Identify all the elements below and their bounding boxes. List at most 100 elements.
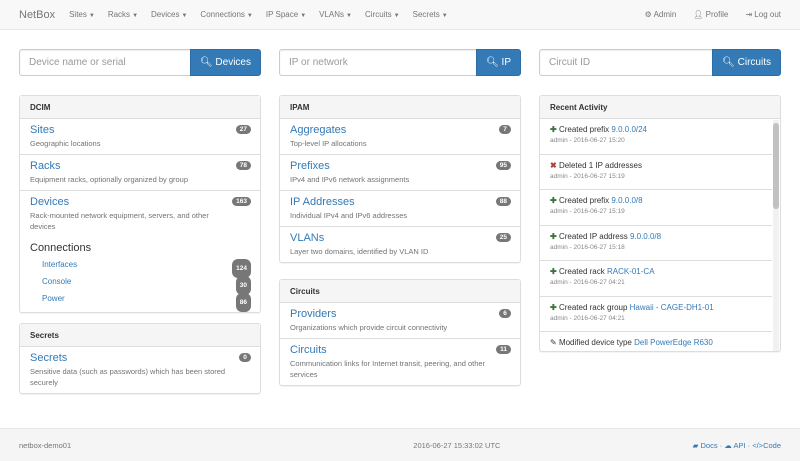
count-badge: 6: [499, 309, 511, 318]
ip-addresses-link[interactable]: IP Addresses: [290, 196, 355, 208]
recent-activity-panel: Recent Activity ✚ Created prefix 9.0.0.0…: [539, 95, 781, 352]
api-link[interactable]: ☁ API: [724, 441, 745, 450]
dcim-panel: DCIM Sites Geographic locations 27 Racks Equ…: [19, 95, 261, 313]
count-badge: 30: [235, 276, 251, 295]
console-link[interactable]: Console 30: [42, 273, 251, 295]
item-description: Individual IPv4 and IPv6 addresses: [290, 211, 408, 220]
secrets-link[interactable]: Secrets: [30, 352, 68, 364]
count-badge: 78: [235, 161, 251, 170]
circuits-panel: Circuits Providers Organizations which pr…: [279, 279, 521, 386]
docs-label: Docs: [700, 440, 718, 450]
menu-label: Devices: [151, 10, 180, 19]
prefixes-link[interactable]: Prefixes: [290, 160, 330, 172]
code-label: Code: [763, 440, 781, 450]
device-search-button[interactable]: 🔍︎ Devices: [189, 49, 261, 76]
circuit-search-input[interactable]: [539, 49, 713, 76]
activity-link[interactable]: RACK-01-CA: [606, 267, 655, 276]
activity-link[interactable]: 9.0.0.0/8: [611, 196, 643, 205]
providers-link[interactable]: Providers: [290, 308, 337, 320]
list-item-devices: Devices Rack-mounted network equipment, s…: [20, 191, 260, 237]
aggregates-link[interactable]: Aggregates: [290, 124, 347, 136]
item-description: Sensitive data (such as passwords) which…: [30, 367, 226, 387]
panel-heading: Circuits: [280, 280, 520, 303]
activity-item: ✎ Modified device type Dell PowerEdge R6…: [540, 332, 772, 351]
activity-text: Created rack group: [558, 302, 628, 312]
code-link[interactable]: </>Code: [752, 441, 781, 450]
scrollbar[interactable]: [773, 120, 779, 351]
search-icon: 🔍︎: [722, 57, 735, 68]
activity-link[interactable]: 9.0.0.0/8: [629, 231, 662, 241]
profile-link[interactable]: 👤︎ Profile: [693, 10, 728, 19]
device-search-input[interactable]: [19, 49, 190, 76]
caret-down-icon: ▼: [246, 13, 253, 19]
plus-icon: ✚: [550, 302, 557, 312]
menu-label: Racks: [107, 10, 131, 19]
activity-link[interactable]: Hawaii - CAGE-DH1-01: [629, 302, 714, 312]
sub-label: Power: [42, 294, 65, 303]
devices-link[interactable]: Devices: [30, 196, 70, 208]
circuits-link[interactable]: Circuits: [290, 344, 327, 356]
sites-link[interactable]: Sites: [30, 124, 55, 136]
admin-link[interactable]: ⚙ Admin: [645, 10, 677, 19]
nav-menu-ip-space[interactable]: IP Space ▼: [266, 10, 306, 19]
menu-label: Circuits: [365, 10, 392, 19]
racks-link[interactable]: Racks: [30, 160, 61, 172]
logout-icon: ⇥: [745, 10, 753, 19]
activity-meta: admin - 2016-06-27 04:21: [550, 279, 625, 286]
ip-search-button[interactable]: 🔍︎ IP: [476, 49, 521, 76]
button-label: IP: [501, 57, 511, 68]
nav-menu-connections[interactable]: Connections ▼: [200, 10, 252, 19]
power-link[interactable]: Power 86: [42, 290, 251, 312]
activity-link[interactable]: Dell PowerEdge R630: [634, 338, 713, 347]
count-badge: 163: [232, 197, 251, 206]
count-badge: 7: [499, 125, 511, 134]
activity-item: ✚ Created IP address 9.0.0.0/8 admin - 20…: [540, 226, 772, 261]
activity-meta: admin - 2016-06-27 15:19: [550, 172, 625, 180]
caret-down-icon: ▼: [88, 13, 95, 19]
activity-item: ✚ Created prefix 9.0.0.0/24 admin - 2016-…: [540, 119, 772, 155]
brand-link[interactable]: NetBox: [19, 8, 56, 21]
ipam-panel: IPAM Aggregates Top-level IP allocations 7…: [279, 95, 521, 263]
list-item-racks: Racks Equipment racks, optionally organiz…: [20, 155, 260, 191]
nav-menu-racks[interactable]: Racks ▼: [108, 10, 138, 19]
docs-link[interactable]: ▰ Docs: [693, 441, 718, 450]
search-icon: 🔍︎: [486, 57, 499, 68]
ip-search-input[interactable]: [279, 49, 477, 76]
code-icon: </>: [752, 440, 764, 450]
plus-icon: ✚: [550, 196, 557, 205]
activity-item: ✚ Created rack RACK-01-CA admin - 2016-06…: [540, 261, 772, 297]
panel-heading: IPAM: [280, 96, 520, 119]
list-item-providers: Providers Organizations which provide cir…: [280, 303, 520, 339]
activity-text: Deleted 1 IP addresses: [558, 160, 642, 170]
count-badge: 11: [496, 345, 511, 354]
menu-label: Secrets: [412, 10, 440, 19]
list-item-circuits: Circuits Communication links for Internet…: [280, 339, 520, 385]
circuit-search-button[interactable]: 🔍︎ Circuits: [712, 49, 781, 76]
navbar: NetBox Sites ▼ Racks ▼ Devices ▼ Connections ▼ I…: [0, 0, 800, 30]
logout-link[interactable]: ⇥ Log out: [745, 10, 781, 19]
item-description: Organizations which provide circuit conn…: [290, 323, 448, 332]
nav-menu-sites[interactable]: Sites ▼: [69, 10, 95, 19]
nav-menu-circuits[interactable]: Circuits ▼: [365, 10, 400, 19]
nav-menu-secrets[interactable]: Secrets ▼: [413, 10, 448, 19]
nav-menu-vlans[interactable]: VLANs ▼: [319, 10, 352, 19]
item-description: Rack-mounted network equipment, servers,…: [30, 211, 209, 231]
item-description: Geographic locations: [30, 139, 101, 148]
caret-down-icon: ▼: [181, 13, 188, 19]
count-badge: 88: [495, 197, 511, 206]
pencil-icon: ✎: [550, 338, 557, 347]
nav-menu-devices[interactable]: Devices ▼: [151, 10, 187, 19]
plus-icon: ✚: [550, 267, 557, 276]
item-description: IPv4 and IPv6 network assignments: [290, 175, 410, 184]
activity-link[interactable]: 9.0.0.0/24: [611, 125, 648, 134]
interfaces-link[interactable]: Interfaces 124: [42, 256, 251, 278]
count-badge: 0: [239, 353, 251, 362]
vlans-link[interactable]: VLANs: [290, 232, 325, 244]
activity-item: ✚ Created rack group Hawaii - CAGE-DH1-0…: [540, 297, 772, 332]
menu-label: Sites: [69, 10, 87, 19]
button-label: Circuits: [737, 57, 771, 68]
activity-meta: admin - 2016-06-27 15:19: [550, 208, 625, 215]
sub-label: Console: [42, 277, 72, 286]
user-icon: 👤︎: [693, 10, 704, 19]
activity-text: Created IP address: [558, 231, 628, 241]
